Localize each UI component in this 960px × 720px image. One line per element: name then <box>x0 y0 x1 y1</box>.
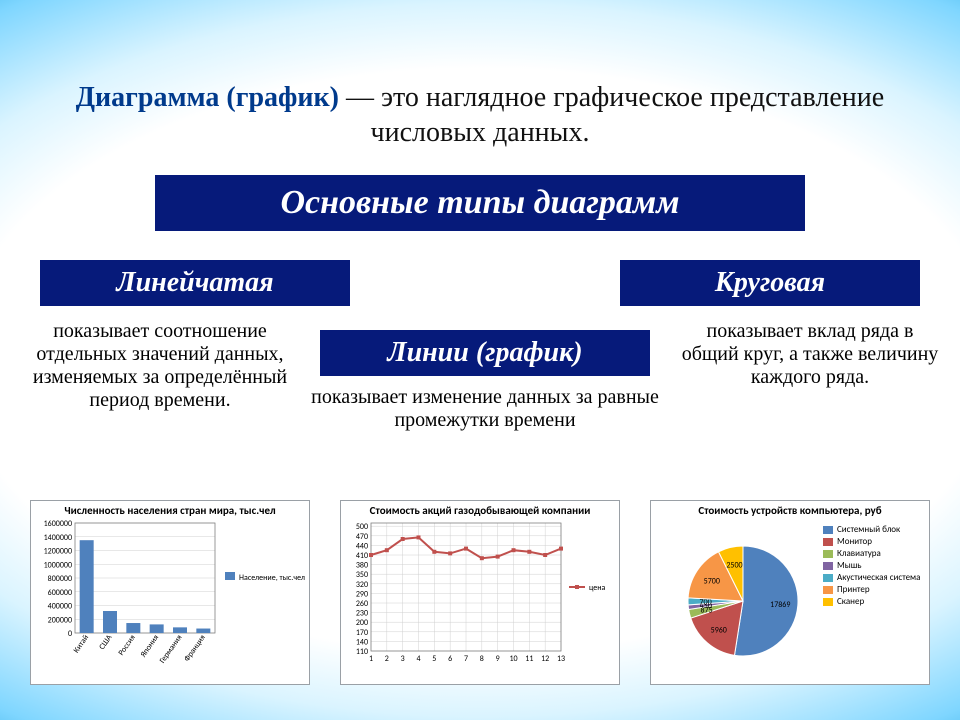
desc-line: показывает изменение данных за равные пр… <box>300 386 670 432</box>
legend-item: Клавиатура <box>823 548 927 559</box>
bar-chart-title: Численность населения стран мира, тыс.че… <box>31 501 309 517</box>
svg-text:170: 170 <box>356 628 368 638</box>
legend-label: Клавиатура <box>837 548 881 559</box>
bar-chart-svg: 0 200000 400000 600000 800000 1000000 1200000 1… <box>31 517 309 675</box>
heading-main: Основные типы диаграмм <box>155 175 805 231</box>
svg-text:Япония: Япония <box>138 633 161 660</box>
svg-text:470: 470 <box>356 532 368 542</box>
svg-text:500: 500 <box>356 522 368 532</box>
legend-item: Мышь <box>823 560 927 571</box>
svg-text:17869: 17869 <box>770 600 790 610</box>
svg-text:Россия: Россия <box>116 633 138 658</box>
legend-label: Системный блок <box>837 524 900 535</box>
svg-text:10: 10 <box>509 654 517 664</box>
svg-text:цена: цена <box>589 583 606 593</box>
svg-text:6: 6 <box>448 654 452 664</box>
legend-swatch <box>823 550 833 558</box>
svg-text:Германия: Германия <box>158 633 185 665</box>
intro-rest: — это наглядное графическое представлени… <box>339 82 884 148</box>
svg-text:350: 350 <box>356 570 368 580</box>
svg-text:230: 230 <box>356 609 368 619</box>
svg-text:4: 4 <box>416 654 420 664</box>
legend-item: Сканер <box>823 596 927 607</box>
heading-pie-label: Круговая <box>715 267 825 299</box>
line-chart-card: Стоимость акций газодобывающей компании … <box>340 500 620 685</box>
svg-text:5960: 5960 <box>711 626 727 636</box>
pie-chart-title: Стоимость устройств компьютера, руб <box>651 501 929 517</box>
svg-text:1600000: 1600000 <box>44 519 72 529</box>
pie-chart-legend: Системный блокМониторКлавиатураМышьАкуст… <box>821 517 929 675</box>
svg-text:0: 0 <box>68 629 72 639</box>
desc-bar: показывает соотношение отдельных значени… <box>30 320 290 412</box>
svg-text:1: 1 <box>369 654 373 664</box>
heading-line-label: Линии (график) <box>387 337 582 369</box>
heading-pie: Круговая <box>620 260 920 306</box>
svg-text:1000000: 1000000 <box>44 560 72 570</box>
svg-text:5700: 5700 <box>704 576 720 586</box>
legend-swatch <box>823 562 833 570</box>
svg-text:200: 200 <box>356 618 368 628</box>
legend-item: Системный блок <box>823 524 927 535</box>
svg-text:13: 13 <box>557 654 565 664</box>
legend-item: Принтер <box>823 584 927 595</box>
svg-text:США: США <box>97 633 114 652</box>
svg-text:380: 380 <box>356 561 368 571</box>
line-chart-svg: 1101401702002302602903203503804104404705… <box>341 517 619 675</box>
legend-swatch <box>823 598 833 606</box>
svg-text:Китай: Китай <box>72 633 92 655</box>
svg-text:110: 110 <box>356 647 368 657</box>
pie-chart-card: Стоимость устройств компьютера, руб 1786… <box>650 500 930 685</box>
legend-swatch <box>823 526 833 534</box>
svg-text:2: 2 <box>385 654 389 664</box>
svg-text:8: 8 <box>480 654 484 664</box>
svg-text:440: 440 <box>356 541 368 551</box>
svg-text:11: 11 <box>525 654 533 664</box>
svg-text:290: 290 <box>356 589 368 599</box>
heading-bar: Линейчатая <box>40 260 350 306</box>
svg-text:410: 410 <box>356 551 368 561</box>
intro-term: Диаграмма (график) <box>76 82 339 113</box>
svg-text:3: 3 <box>401 654 405 664</box>
legend-label: Сканер <box>837 596 864 607</box>
legend-label: Принтер <box>837 584 870 595</box>
legend-label: Монитор <box>837 536 872 547</box>
heading-bar-label: Линейчатая <box>116 267 273 299</box>
svg-text:400000: 400000 <box>48 602 72 612</box>
svg-text:200000: 200000 <box>48 615 72 625</box>
svg-text:Население, тыс.чел: Население, тыс.чел <box>239 573 305 583</box>
svg-text:Франция: Франция <box>182 633 208 664</box>
legend-label: Акустическая система <box>837 572 920 583</box>
legend-swatch <box>823 586 833 594</box>
svg-text:9: 9 <box>496 654 500 664</box>
svg-text:2500: 2500 <box>726 561 742 571</box>
svg-text:7: 7 <box>464 654 468 664</box>
bar-chart-card: Численность населения стран мира, тыс.че… <box>30 500 310 685</box>
svg-text:1400000: 1400000 <box>44 533 72 543</box>
slide-stage: Диаграмма (график) — это наглядное графи… <box>0 0 960 720</box>
svg-text:5: 5 <box>432 654 436 664</box>
legend-swatch <box>823 538 833 546</box>
legend-item: Монитор <box>823 536 927 547</box>
line-chart-title: Стоимость акций газодобывающей компании <box>341 501 619 517</box>
svg-text:800000: 800000 <box>48 574 72 584</box>
heading-main-label: Основные типы диаграмм <box>280 184 679 222</box>
pie-chart-svg: 17869596087545070057002500 <box>651 517 821 675</box>
intro-text: Диаграмма (график) — это наглядное графи… <box>50 80 910 150</box>
svg-text:320: 320 <box>356 580 368 590</box>
heading-line: Линии (график) <box>320 330 650 376</box>
legend-label: Мышь <box>837 560 861 571</box>
svg-text:260: 260 <box>356 599 368 609</box>
legend-swatch <box>823 574 833 582</box>
desc-pie: показывает вклад ряда в общий круг, а та… <box>680 320 940 389</box>
svg-text:1200000: 1200000 <box>44 547 72 557</box>
legend-item: Акустическая система <box>823 572 927 583</box>
svg-text:140: 140 <box>356 637 368 647</box>
svg-text:12: 12 <box>541 654 549 664</box>
svg-text:600000: 600000 <box>48 588 72 598</box>
